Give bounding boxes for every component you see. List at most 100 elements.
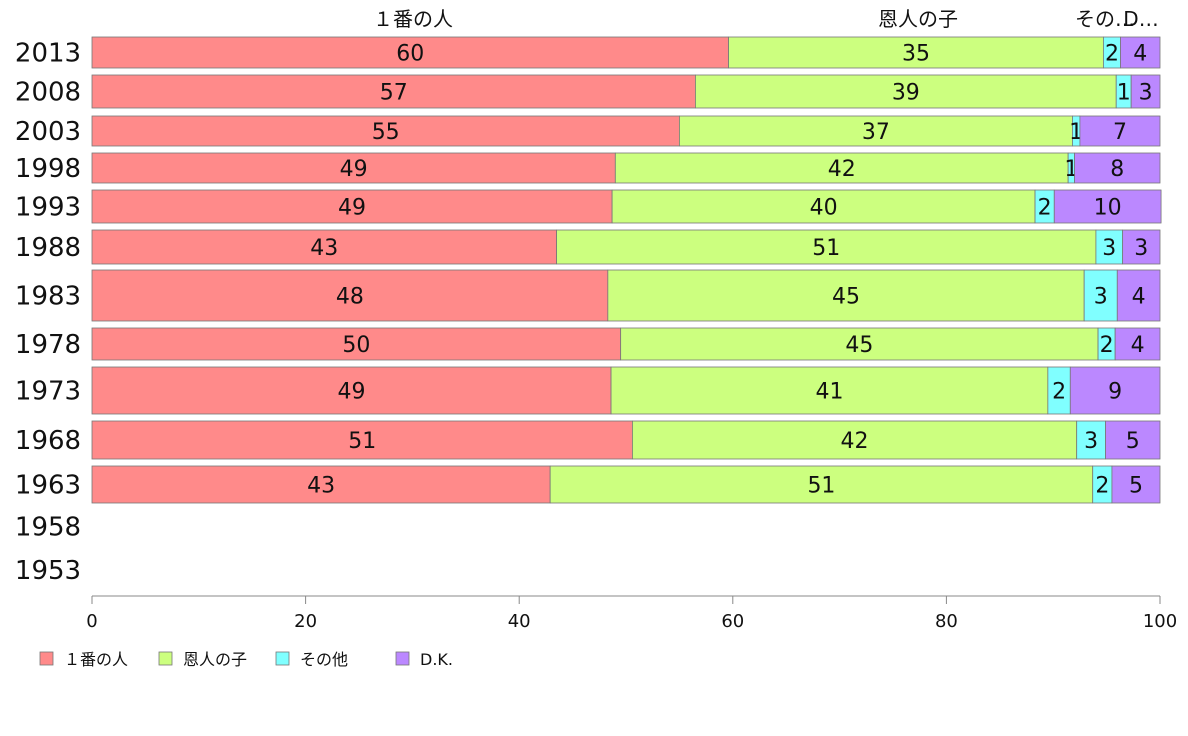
bar-value-label: 49 [338, 196, 366, 221]
bar-segment [91, 74, 696, 109]
bar-value-label: 49 [338, 380, 366, 405]
bar-value-label: 37 [862, 120, 890, 145]
bar-segment [1069, 366, 1161, 415]
bar-value-label: 49 [340, 157, 368, 182]
bar-segment [1074, 152, 1161, 184]
bar-value-label: 3 [1084, 429, 1098, 454]
legend-swatch [39, 651, 54, 666]
y-category-label: 1983 [15, 282, 81, 312]
legend-swatch [275, 651, 290, 666]
bar-value-label: 51 [807, 474, 835, 499]
bar-segment [614, 152, 1069, 184]
bar-segment [91, 36, 729, 69]
bar-value-label: 43 [307, 474, 335, 499]
bar-segment [1083, 269, 1118, 322]
x-tick-label: 100 [1143, 611, 1177, 632]
bar-segment [695, 74, 1117, 109]
bar-value-label: 4 [1131, 333, 1145, 358]
bar-value-label: 10 [1094, 196, 1122, 221]
bar-segment [91, 152, 616, 184]
bar-value-label: 3 [1134, 236, 1148, 261]
y-category-label: 1973 [15, 377, 81, 407]
legend-label: その他 [300, 650, 348, 669]
bar-segment [1079, 115, 1161, 147]
bar-value-label: 40 [810, 196, 838, 221]
top-series-label: D… [1123, 7, 1158, 31]
bar-segment [1116, 269, 1161, 322]
bar-segment [1111, 465, 1161, 504]
y-category-label: 1993 [15, 193, 81, 223]
y-category-label: 1998 [15, 154, 81, 184]
x-tick-label: 80 [935, 611, 958, 632]
bar-segment [1120, 36, 1161, 69]
bar-segment [679, 115, 1073, 147]
bar-value-label: 1 [1117, 81, 1131, 106]
bar-value-label: 51 [812, 236, 840, 261]
y-category-label: 1968 [15, 426, 81, 456]
bar-value-label: 2 [1100, 333, 1114, 358]
bar-value-label: 5 [1129, 474, 1143, 499]
bar-value-label: 3 [1139, 81, 1153, 106]
bar-value-label: 43 [310, 236, 338, 261]
bar-segment [91, 189, 613, 224]
bar-value-label: 3 [1094, 285, 1108, 310]
legend-swatch [395, 651, 410, 666]
legend-label: D.K. [420, 650, 453, 669]
bar-value-label: 45 [832, 285, 860, 310]
bar-segment [556, 229, 1097, 265]
bar-value-label: 2 [1095, 474, 1109, 499]
bar-segment [1095, 229, 1124, 265]
bar-value-label: 7 [1113, 120, 1127, 145]
bar-value-label: 41 [815, 380, 843, 405]
y-category-label: 1953 [15, 556, 81, 586]
bar-value-label: 55 [372, 120, 400, 145]
bar-value-label: 50 [342, 333, 370, 358]
bar-value-label: 45 [845, 333, 873, 358]
top-series-label: １番の人 [373, 7, 453, 31]
bar-value-label: 60 [396, 42, 424, 67]
top-series-label: その… [1075, 7, 1135, 31]
bar-value-label: 5 [1126, 429, 1140, 454]
bar-segment [1105, 420, 1161, 460]
x-tick-label: 0 [86, 611, 97, 632]
bar-segment [91, 115, 680, 147]
bar-segment [91, 269, 609, 322]
bar-segment [1076, 420, 1106, 460]
x-tick-label: 40 [508, 611, 531, 632]
bar-segment [728, 36, 1104, 69]
bar-segment [1130, 74, 1161, 109]
bar-value-label: 4 [1133, 42, 1147, 67]
y-category-label: 2008 [15, 78, 81, 108]
bar-segment [1114, 327, 1161, 361]
bar-value-label: 2 [1052, 380, 1066, 405]
y-category-label: 1988 [15, 233, 81, 263]
bar-value-label: 42 [841, 429, 869, 454]
bar-value-label: 51 [348, 429, 376, 454]
x-tick-label: 20 [294, 611, 317, 632]
y-category-label: 1963 [15, 471, 81, 501]
legend-label: 恩人の子 [183, 650, 247, 669]
x-tick-label: 60 [721, 611, 744, 632]
bar-segment [1053, 189, 1162, 224]
bar-value-label: 9 [1108, 380, 1122, 405]
bar-segment [620, 327, 1099, 361]
bar-value-label: 3 [1102, 236, 1116, 261]
y-category-label: 2003 [15, 117, 81, 147]
y-category-label: 1958 [15, 513, 81, 543]
bar-segment [607, 269, 1085, 322]
bar-value-label: 35 [902, 42, 930, 67]
bar-value-label: 8 [1110, 157, 1124, 182]
bar-value-label: 57 [380, 81, 408, 106]
bar-value-label: 2 [1105, 42, 1119, 67]
legend-label: １番の人 [64, 650, 128, 669]
bar-segment [91, 229, 557, 265]
bar-segment [632, 420, 1078, 460]
bar-segment [1122, 229, 1161, 265]
bar-value-label: 4 [1132, 285, 1146, 310]
bar-segment [91, 465, 551, 504]
bar-segment [91, 327, 622, 361]
bar-value-label: 48 [336, 285, 364, 310]
top-series-label: 恩人の子 [878, 7, 958, 31]
bar-segment [91, 420, 633, 460]
